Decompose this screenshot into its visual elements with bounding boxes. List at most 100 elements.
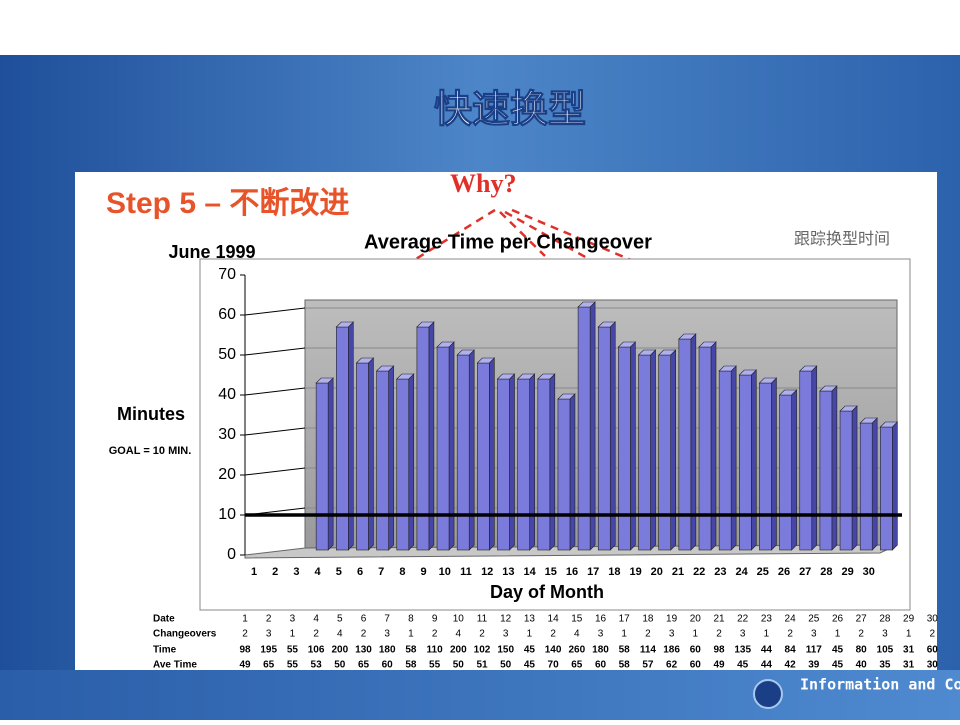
- bar: [396, 378, 410, 551]
- table-cell: 260: [568, 645, 585, 656]
- x-tick-label: 15: [545, 566, 557, 578]
- table-cell: 4: [574, 629, 580, 640]
- bar-top: [617, 341, 637, 348]
- bar-side: [851, 405, 858, 551]
- table-cell: 5: [337, 614, 343, 625]
- bar-top: [416, 321, 435, 328]
- bar-side: [831, 385, 838, 551]
- table-cell: 1: [906, 629, 912, 640]
- table-cell: 55: [287, 660, 299, 671]
- bar-top: [758, 377, 778, 384]
- table-cell: 7: [384, 614, 390, 625]
- table-cell: 44: [761, 660, 773, 671]
- table-cell: 105: [877, 645, 894, 656]
- bar-side: [489, 357, 495, 551]
- table-cell: 50: [334, 660, 346, 671]
- bar-side: [710, 341, 717, 551]
- table-cell: 2: [313, 629, 319, 640]
- table-cell: 58: [405, 660, 417, 671]
- table-cell: 60: [382, 660, 394, 671]
- table-cell: 4: [337, 629, 343, 640]
- table-cell: 4: [313, 614, 319, 625]
- chart-subtitle: June 1999: [168, 242, 255, 262]
- table-cell: 3: [740, 629, 746, 640]
- table-row-label: Changeovers: [153, 629, 217, 640]
- table-cell: 19: [666, 614, 678, 625]
- table-cell: 57: [642, 660, 654, 671]
- table-cell: 3: [266, 629, 272, 640]
- bar-top: [839, 405, 858, 412]
- bar-top: [637, 349, 657, 356]
- table-cell: 21: [713, 614, 725, 625]
- x-tick-label: 18: [608, 566, 620, 578]
- table-cell: 9: [432, 614, 438, 625]
- x-tick-label: 26: [778, 566, 790, 578]
- table-cell: 49: [239, 660, 251, 671]
- bar: [698, 346, 712, 551]
- bar-top: [436, 341, 455, 348]
- x-tick-label: 12: [481, 566, 493, 578]
- table-cell: 106: [308, 645, 325, 656]
- table-cell: 58: [619, 660, 631, 671]
- y-tick-label: 60: [218, 306, 236, 323]
- x-tick-label: 13: [502, 566, 514, 578]
- bar-top: [335, 321, 355, 328]
- table-cell: 51: [476, 660, 488, 671]
- table-row-label: Time: [153, 645, 177, 656]
- bar-top: [597, 321, 616, 328]
- bar-side: [690, 333, 697, 551]
- table-cell: 50: [500, 660, 512, 671]
- why-arrows: [381, 208, 787, 327]
- bar-side: [368, 357, 374, 551]
- table-cell: 62: [666, 660, 678, 671]
- note: 跟踪换型时间: [794, 230, 890, 248]
- grid-line: [244, 427, 306, 436]
- bar-top: [396, 373, 415, 380]
- table-cell: 45: [832, 645, 844, 656]
- table-cell: 28: [879, 614, 891, 625]
- why-label: Why?: [450, 169, 516, 198]
- x-tick-label: 11: [460, 566, 472, 578]
- bar-side: [569, 393, 576, 551]
- x-tick-label: 4: [315, 566, 322, 578]
- x-tick-label: 3: [293, 566, 299, 578]
- bar-top: [496, 373, 516, 380]
- table-cell: 1: [408, 629, 414, 640]
- table-cell: 200: [450, 645, 467, 656]
- table-cell: 8: [408, 614, 414, 625]
- bar-top: [738, 369, 758, 376]
- bar-side: [892, 421, 898, 551]
- table-cell: 31: [903, 645, 915, 656]
- bar-side: [630, 341, 636, 551]
- table-cell: 55: [429, 660, 441, 671]
- table-cell: 140: [545, 645, 562, 656]
- table-cell: 1: [621, 629, 627, 640]
- table-cell: 1: [764, 629, 770, 640]
- bar: [557, 398, 571, 551]
- footer-logo: [753, 679, 783, 709]
- bar-side: [811, 365, 818, 551]
- table-cell: 84: [785, 645, 797, 656]
- grid-line: [244, 307, 306, 316]
- bar: [315, 382, 329, 551]
- x-tick-label: 27: [799, 566, 811, 578]
- bar-side: [529, 373, 535, 551]
- x-tick-label: 8: [399, 566, 405, 578]
- bar-top: [315, 377, 334, 384]
- step-title: Step 5 – 不断改进: [106, 187, 349, 220]
- x-tick-label: 10: [439, 566, 451, 578]
- bar-side: [388, 365, 394, 551]
- table-cell: 55: [287, 645, 299, 656]
- table-cell: 45: [524, 660, 536, 671]
- table-cell: 3: [669, 629, 675, 640]
- table-cell: 42: [785, 660, 797, 671]
- bar-side: [650, 349, 656, 551]
- x-tick-label: 21: [672, 566, 684, 578]
- y-tick-label: 70: [218, 266, 236, 283]
- grid-line: [244, 467, 306, 476]
- x-tick-label: 28: [820, 566, 832, 578]
- bar-top: [698, 341, 717, 348]
- bar: [819, 390, 833, 551]
- y-tick-label: 0: [227, 546, 236, 563]
- table-cell: 186: [663, 645, 680, 656]
